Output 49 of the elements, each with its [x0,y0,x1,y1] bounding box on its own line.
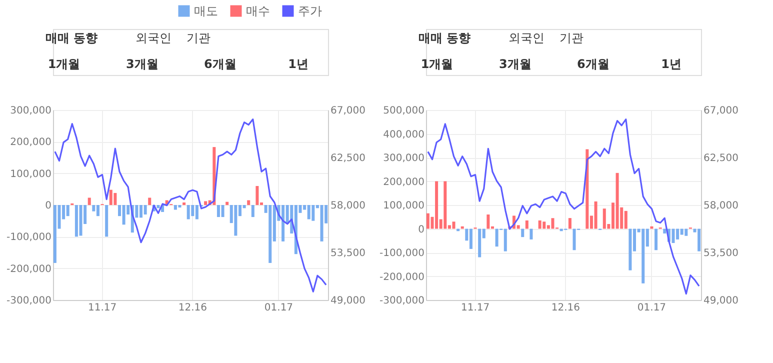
y-tick-label: -300,000 [6,296,52,306]
y-tick-label: 0 [418,224,424,236]
text: 1년 [288,56,308,71]
x-tick-label: 11.17 [88,302,117,314]
y2-tick-label: 58,000 [330,200,366,212]
text: 6개월 [204,56,236,71]
y2-tick-label: 53,500 [330,248,366,259]
x-tick-label: 01.17 [637,302,666,314]
y2-tick-label: 53,500 [704,248,738,259]
y-tick-label: 100,000 [10,168,52,180]
y-tick-label: 200,000 [383,176,424,188]
text: 6개월 [577,56,610,71]
y2-tick-label: 62,500 [330,153,366,164]
y2-tick-label: 58,000 [704,200,738,212]
x-tick-label: 01.17 [264,302,294,314]
x-tick-label: 11.17 [460,302,490,314]
y-tick-label: 200,000 [10,137,52,148]
chart-title: 매매 동향 [46,31,98,46]
y-tick-label: -200,000 [380,272,424,283]
y-tick-label: -200,000 [6,264,52,275]
legend-label: 매도 [194,4,218,18]
y-tick-label: 0 [45,200,52,212]
y2-tick-label: 67,000 [330,106,366,116]
text: 외국인 [508,31,545,46]
x-tick-label: 12.16 [178,302,207,314]
y-tick-label: 100,000 [383,200,424,212]
y-tick-label: 300,000 [383,153,424,164]
y-tick-label: 300,000 [10,106,52,116]
text: 3개월 [126,56,158,71]
legend-label: 매수 [246,4,270,18]
text: 기관 [186,31,210,46]
chart-title: 매매 동향 [418,31,471,46]
text: 1년 [661,56,682,71]
y2-tick-label: 49,000 [704,296,738,306]
text: 3개월 [498,56,532,71]
legend-label: 주가 [298,4,322,18]
text: 기관 [559,31,584,46]
y-tick-label: -300,000 [380,296,424,306]
text: 외국인 [136,31,172,46]
text: 1개월 [48,56,80,71]
y2-tick-label: 62,500 [704,153,738,164]
y2-tick-label: 49,000 [330,296,366,306]
y-tick-label: -100,000 [6,232,52,244]
y-tick-label: 400,000 [383,129,424,140]
x-tick-label: 12.16 [551,302,580,314]
text: 1개월 [420,56,454,71]
y-tick-label: -100,000 [380,248,424,259]
y2-tick-label: 67,000 [704,106,738,116]
y-tick-label: 500,000 [383,106,424,116]
